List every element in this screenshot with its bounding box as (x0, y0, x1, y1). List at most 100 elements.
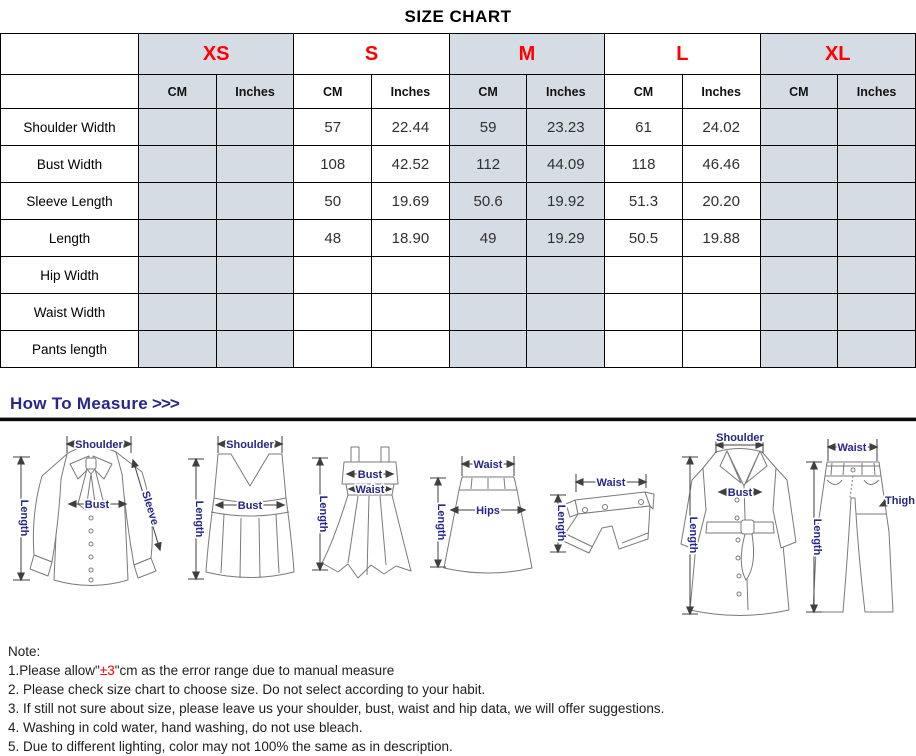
value-cell (681, 293, 761, 331)
value-cell (448, 256, 528, 294)
value-cell (138, 256, 217, 294)
unit-header-l-cm: CM (604, 74, 683, 109)
row-label: Sleeve Length (0, 182, 139, 220)
size-chart-body: XS S M L XL CM Inches CM Inches CM Inches CM Inches C… (0, 33, 916, 368)
value-cell (215, 108, 295, 146)
value-cell (604, 330, 683, 368)
shorts-waist-label: Waist (597, 477, 626, 489)
value-cell (215, 293, 295, 331)
value-cell: 22.44 (371, 108, 450, 146)
row-label: Bust Width (0, 145, 139, 183)
value-cell: 19.92 (526, 182, 606, 220)
value-cell: 24.02 (681, 108, 761, 146)
skirt-waist-label: Waist (474, 459, 503, 471)
figure-pants: Waist Length Thigh (806, 439, 916, 614)
value-cell (837, 219, 916, 257)
error-range-value: ±3 (99, 663, 115, 678)
value-cell: 18.90 (371, 219, 450, 257)
shorts-length-label: Length (555, 505, 567, 542)
pants-waist-arrow: Waist (826, 439, 879, 461)
value-cell (759, 330, 839, 368)
unit-header-xs-cm: CM (138, 74, 217, 109)
measure-figures: Shoulder Length Bust Sleeve Shoulder (13, 430, 916, 616)
pants-thigh-label: Thigh (885, 495, 915, 507)
value-cell (604, 293, 683, 331)
figure-shorts: Waist Length (550, 474, 655, 554)
unit-header-s-cm: CM (293, 74, 373, 109)
value-cell (215, 145, 295, 183)
notes-section: Note: 1.Please allow"±3"cm as the error … (0, 634, 916, 756)
value-cell (759, 219, 839, 257)
figure-blouse: Shoulder Length Bust Sleeve (13, 436, 162, 586)
value-cell: 50.5 (604, 219, 683, 257)
size-header-l: L (604, 33, 761, 75)
tank-bust-arrow: Bust (214, 498, 286, 514)
skirt-waist-arrow: Waist (460, 456, 516, 476)
shorts-waist-arrow: Waist (574, 474, 648, 492)
skirt-hips-arrow: Hips (449, 503, 527, 519)
unit-header-xs-inches: Inches (215, 74, 295, 109)
size-header-m: M (448, 33, 606, 75)
figure-dress: Length Bust Waist (312, 446, 412, 579)
value-cell (293, 330, 373, 368)
value-cell (837, 145, 916, 183)
row-label: Pants length (0, 330, 139, 368)
corner-cell-top (0, 33, 139, 75)
row-label: Shoulder Width (0, 108, 139, 146)
tank-shoulder-arrow: Shoulder (216, 436, 284, 453)
coat-length-label: Length (687, 517, 699, 554)
value-cell: 19.29 (526, 219, 606, 257)
table-row: Hip Width (0, 256, 916, 294)
table-row: Pants length (0, 330, 916, 368)
value-cell (215, 219, 295, 257)
row-label: Length (0, 219, 139, 257)
unit-header-l-inches: Inches (681, 74, 761, 109)
section-divider (0, 417, 916, 422)
value-cell (293, 293, 373, 331)
value-cell: 44.09 (526, 145, 606, 183)
value-cell (837, 256, 916, 294)
dress-bust-label: Bust (358, 469, 383, 481)
tank-bust-label: Bust (238, 500, 263, 512)
dress-length-arrow: Length (312, 456, 331, 572)
value-cell (293, 256, 373, 294)
value-cell: 46.46 (681, 145, 761, 183)
tank-length-label: Length (193, 501, 205, 538)
value-cell (448, 293, 528, 331)
value-cell (526, 293, 606, 331)
pants-length-arrow: Length (806, 460, 825, 614)
value-cell (759, 145, 839, 183)
note-line-4: 4. Washing in cold water, hand washing, … (8, 720, 363, 735)
value-cell (138, 145, 217, 183)
value-cell (138, 293, 217, 331)
value-cell (526, 256, 606, 294)
value-cell: 19.69 (371, 182, 450, 220)
value-cell (138, 108, 217, 146)
value-cell: 48 (293, 219, 373, 257)
figure-coat: Shoulder Length Bust (680, 430, 797, 616)
value-cell (604, 256, 683, 294)
skirt-length-arrow: Length (430, 476, 449, 569)
blouse-shoulder-arrow: Shoulder (65, 436, 133, 453)
value-cell (371, 256, 450, 294)
value-cell: 50 (293, 182, 373, 220)
dress-waist-label: Waist (356, 484, 385, 496)
table-row: Sleeve Length 50 19.69 50.6 19.92 51.3 20.20 (0, 182, 916, 220)
unit-header-m-cm: CM (448, 74, 528, 109)
value-cell (837, 108, 916, 146)
value-cell (837, 330, 916, 368)
table-row: Length 48 18.90 49 19.29 50.5 19.88 (0, 219, 916, 257)
value-cell: 49 (448, 219, 528, 257)
blouse-shoulder-label: Shoulder (75, 439, 123, 451)
note-line-3: 3. If still not sure about size, please … (8, 701, 665, 716)
value-cell: 57 (293, 108, 373, 146)
unit-header-s-inches: Inches (371, 74, 450, 109)
value-cell (448, 330, 528, 368)
value-cell: 50.6 (448, 182, 528, 220)
how-to-measure-text: How To Measure (10, 394, 149, 413)
value-cell (837, 293, 916, 331)
coat-bust-label: Bust (728, 487, 753, 499)
figure-skirt: Waist Length Hips (430, 456, 533, 574)
how-to-measure-heading: How To Measure >>> (0, 394, 916, 414)
value-cell: 42.52 (371, 145, 450, 183)
